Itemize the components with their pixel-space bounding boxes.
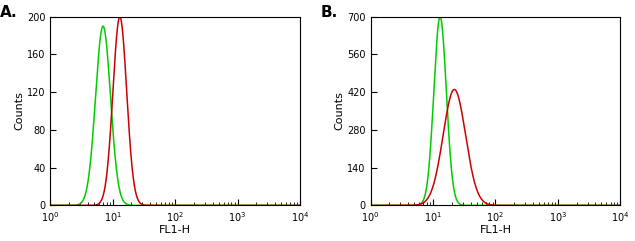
X-axis label: FL1-H: FL1-H — [159, 225, 191, 235]
Text: B.: B. — [321, 5, 338, 20]
Text: A.: A. — [1, 5, 18, 20]
Y-axis label: Counts: Counts — [14, 92, 24, 130]
X-axis label: FL1-H: FL1-H — [479, 225, 511, 235]
Y-axis label: Counts: Counts — [335, 92, 344, 130]
